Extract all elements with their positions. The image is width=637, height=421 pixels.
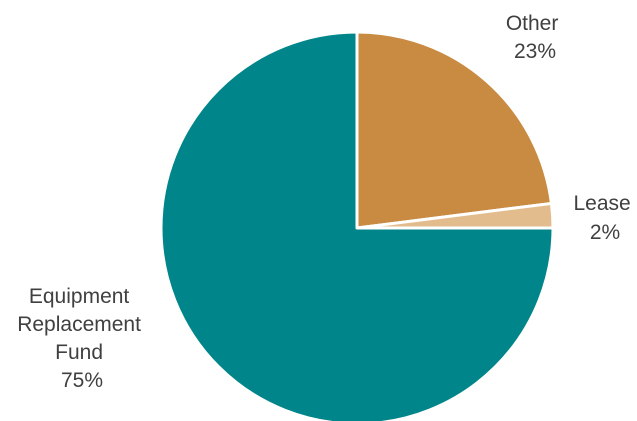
- data-label-erf-value: 75%: [61, 369, 103, 392]
- data-label-equipment-replacement-fund: Equipment Replacement Fund 75%: [17, 285, 147, 392]
- data-label-other-name: Other: [506, 12, 559, 35]
- pie-slice-other: [355, 30, 553, 230]
- data-label-other: Other 23%: [506, 12, 564, 63]
- data-label-other-value: 23%: [514, 40, 556, 63]
- data-label-erf-line-1: Equipment: [29, 285, 130, 308]
- data-label-lease: Lease 2%: [573, 192, 636, 244]
- data-label-erf-line-2: Replacement: [17, 313, 141, 336]
- pie-slices: [159, 30, 555, 421]
- pie-slice-equipment-replacement-fund: [159, 30, 555, 421]
- data-label-erf-line-3: Fund: [55, 341, 103, 364]
- data-label-lease-value: 2%: [590, 221, 620, 244]
- data-label-lease-name: Lease: [573, 192, 630, 215]
